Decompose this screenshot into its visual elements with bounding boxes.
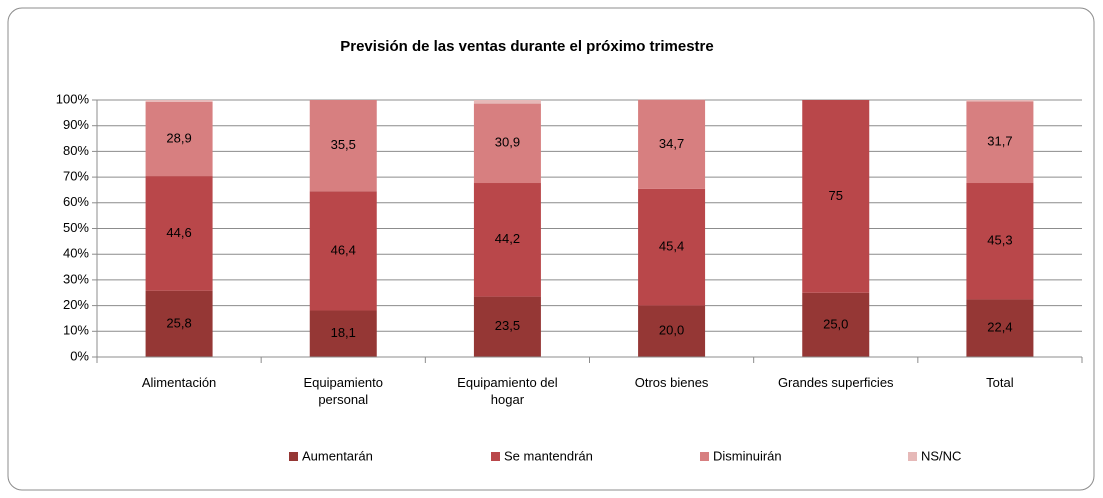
- y-tick-label: 10%: [63, 323, 89, 338]
- data-label: 35,5: [331, 137, 356, 152]
- bar-segment: [309, 310, 377, 357]
- x-tick-label: Otros bienes: [635, 375, 709, 390]
- data-label: 23,5: [495, 318, 520, 333]
- bar-segment: [638, 99, 706, 189]
- y-tick-label: 90%: [63, 117, 89, 132]
- data-label: 31,7: [987, 134, 1012, 149]
- data-label: 28,9: [166, 130, 191, 145]
- bar-segment: [145, 176, 213, 291]
- bar-segment: [966, 183, 1034, 300]
- legend-label: NS/NC: [921, 448, 961, 463]
- bar-segment: [802, 292, 870, 357]
- data-label: 25,0: [823, 316, 848, 331]
- y-tick-label: 30%: [63, 271, 89, 286]
- legend-label: Se mantendrán: [504, 448, 593, 463]
- bar-segment: [966, 100, 1034, 102]
- x-tick-label: Total: [986, 375, 1014, 390]
- bar-segment: [309, 191, 377, 311]
- bar-segment: [802, 100, 870, 293]
- legend-label: Disminuirán: [713, 448, 782, 463]
- x-tick-label: Alimentación: [142, 375, 216, 390]
- legend-swatch: [289, 452, 298, 461]
- bar-segment: [473, 103, 541, 184]
- x-tick-label: Grandes superficies: [778, 375, 894, 390]
- y-tick-label: 70%: [63, 169, 89, 184]
- data-label: 25,8: [166, 315, 191, 330]
- y-tick-label: 50%: [63, 220, 89, 235]
- bar-segment: [145, 101, 213, 177]
- y-tick-label: 80%: [63, 143, 89, 158]
- data-label: 18,1: [331, 325, 356, 340]
- bar-segment: [638, 305, 706, 357]
- legend-swatch: [491, 452, 500, 461]
- y-tick-label: 40%: [63, 246, 89, 261]
- x-tick-label: Equipamiento personal: [304, 375, 384, 407]
- bar-segment: [473, 100, 541, 104]
- legend-swatch: [700, 452, 709, 461]
- data-label: 20,0: [659, 323, 684, 338]
- data-label: 45,3: [987, 233, 1012, 248]
- data-label: 75: [829, 188, 843, 203]
- bar-segment: [145, 290, 213, 357]
- chart-title: Previsión de las ventas durante el próxi…: [340, 38, 713, 55]
- x-tick-label: Equipamiento del hogar: [457, 375, 558, 407]
- bar-segment: [145, 100, 213, 102]
- data-label: 34,7: [659, 136, 684, 151]
- data-label: 22,4: [987, 320, 1012, 335]
- legend-swatch: [908, 452, 917, 461]
- legend-label: Aumentarán: [302, 448, 373, 463]
- data-label: 44,2: [495, 231, 520, 246]
- data-label: 30,9: [495, 135, 520, 150]
- bar-segment: [473, 183, 541, 297]
- bar-segment: [966, 101, 1034, 184]
- bar-segment: [473, 296, 541, 357]
- y-tick-label: 60%: [63, 194, 89, 209]
- y-tick-label: 20%: [63, 297, 89, 312]
- y-tick-label: 0%: [70, 348, 89, 363]
- data-label: 45,4: [659, 239, 684, 254]
- data-label: 46,4: [331, 242, 356, 257]
- y-tick-label: 100%: [56, 91, 90, 106]
- data-label: 44,6: [166, 225, 191, 240]
- bar-segment: [309, 100, 377, 192]
- bar-segment: [638, 188, 706, 306]
- bar-segment: [966, 299, 1034, 357]
